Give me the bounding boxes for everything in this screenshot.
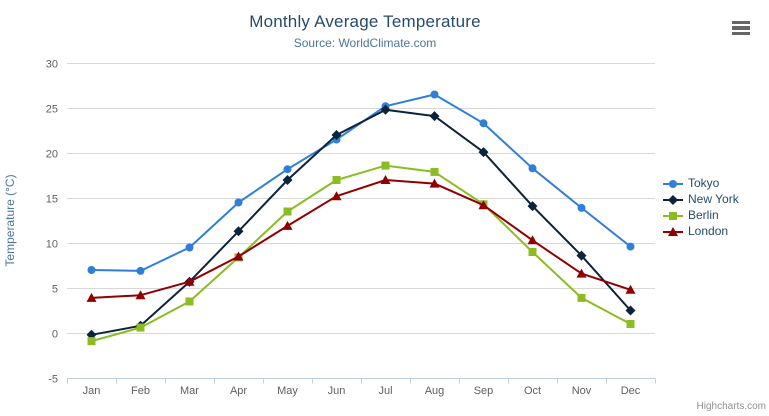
y-tick-label: -5 [48, 374, 58, 386]
y-tick-label: 25 [46, 104, 58, 116]
diamond-marker-icon [663, 194, 683, 205]
legend-label: New York [688, 192, 739, 206]
y-tick-label: 30 [46, 59, 58, 71]
y-tick-label: 20 [46, 149, 58, 161]
gridlines [67, 63, 655, 334]
legend-label: Tokyo [688, 176, 720, 190]
y-tick-label: 5 [52, 284, 58, 296]
y-axis-labels: -5 0 5 10 15 20 25 30 [46, 59, 58, 386]
x-tick-label: Jan [83, 385, 101, 397]
x-tick-label: Mar [180, 385, 199, 397]
y-tick-label: 0 [52, 329, 58, 341]
x-tick-label: Sep [474, 385, 494, 397]
legend-item-tokyo[interactable]: Tokyo [663, 177, 739, 190]
legend-item-berlin[interactable]: Berlin [663, 209, 739, 222]
x-tick-label: Dec [621, 385, 641, 397]
circle-marker-icon [663, 179, 683, 188]
series-london [86, 175, 636, 302]
x-tick-label: Oct [524, 385, 541, 397]
chart-legend: Tokyo New York Berlin London [663, 177, 739, 238]
legend-label: Berlin [688, 208, 719, 222]
x-axis-labels: Jan Feb Mar Apr May Jun Jul Aug Sep Oct Nov Dec [83, 385, 641, 397]
square-marker-icon [663, 211, 683, 220]
chart-title: Monthly Average Temperature [249, 12, 481, 31]
legend-label: London [688, 224, 729, 238]
chart-subtitle: Source: WorldClimate.com [293, 36, 437, 50]
y-tick-label: 10 [46, 239, 58, 251]
series-tokyo [87, 90, 635, 275]
hamburger-icon[interactable] [731, 17, 755, 39]
triangle-marker-icon [663, 226, 683, 236]
x-tick-label: Jul [378, 385, 392, 397]
x-tick-label: Feb [131, 385, 150, 397]
series-new-york [86, 104, 636, 340]
x-tick-label: Apr [230, 385, 247, 397]
x-axis [67, 378, 656, 384]
series-berlin [87, 161, 635, 346]
legend-item-london[interactable]: London [663, 225, 739, 238]
y-tick-label: 15 [46, 194, 58, 206]
y-axis-title: Temperature (°C) [3, 174, 17, 266]
credits-link[interactable]: Highcharts.com [696, 401, 766, 412]
x-tick-label: Jun [328, 385, 346, 397]
x-tick-label: Nov [572, 385, 592, 397]
legend-item-new-york[interactable]: New York [663, 193, 739, 206]
x-tick-label: May [277, 385, 298, 397]
x-tick-label: Aug [425, 385, 445, 397]
